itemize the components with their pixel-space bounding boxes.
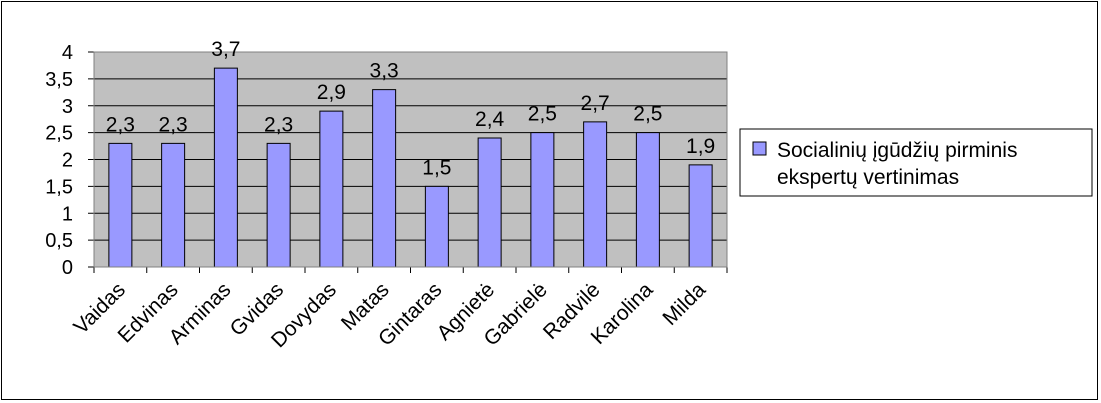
bar <box>266 142 291 268</box>
data-label: 3,3 <box>370 60 399 83</box>
legend-box <box>739 128 1093 197</box>
data-label: 2,3 <box>159 113 188 136</box>
bar <box>530 132 555 268</box>
legend-label-line1: Socialinių įgūdžių pirminis <box>777 139 1017 162</box>
x-axis-tick-labels: VaidasEdvinasArminasGvidasDovydasMatasGi… <box>69 278 710 352</box>
data-label: 2,7 <box>581 92 610 115</box>
legend: Socialinių įgūdžių pirminis ekspertų ver… <box>739 128 1093 197</box>
data-label: 1,5 <box>422 156 451 179</box>
axes <box>88 51 728 273</box>
y-axis-tick-labels: 0 0,5 1 1,5 2 2,5 3 3,5 4 <box>45 42 73 279</box>
data-label: 2,4 <box>475 108 505 131</box>
data-label: 2,3 <box>106 113 135 136</box>
data-label: 2,3 <box>264 113 293 136</box>
y-tick-label: 3,5 <box>45 69 73 91</box>
data-label: 2,5 <box>633 103 662 126</box>
y-tick-label: 0,5 <box>45 230 73 252</box>
y-tick-label: 4 <box>62 42 73 64</box>
legend-swatch <box>752 141 767 156</box>
y-tick-label: 0 <box>62 257 73 279</box>
y-tick-label: 1,5 <box>45 176 73 198</box>
data-label: 1,9 <box>686 135 715 158</box>
bar <box>161 142 186 268</box>
plot-border <box>93 51 728 268</box>
bar <box>688 164 713 268</box>
bar <box>477 137 502 268</box>
bar <box>424 185 449 268</box>
data-label: 3,7 <box>211 38 240 61</box>
bar <box>108 142 133 268</box>
data-label: 2,9 <box>317 81 346 104</box>
y-tick-label: 1 <box>62 203 73 225</box>
y-tick-label: 3 <box>62 96 73 118</box>
bar <box>635 132 660 268</box>
bar <box>372 89 397 268</box>
data-label: 2,5 <box>528 103 557 126</box>
bar <box>319 110 344 268</box>
y-tick-label: 2,5 <box>45 123 73 145</box>
bar <box>583 121 608 268</box>
bar <box>213 67 238 268</box>
bars <box>108 67 713 268</box>
y-tick-label: 2 <box>62 150 73 172</box>
legend-label-line2: ekspertų vertinimas <box>777 166 959 189</box>
data-labels: 2,3 2,3 3,7 2,3 2,9 3,3 1,5 2,4 2,5 2,7 2,5 1,9 <box>106 38 715 179</box>
x-tick-label: Milda <box>658 278 710 330</box>
gridlines <box>94 51 727 241</box>
